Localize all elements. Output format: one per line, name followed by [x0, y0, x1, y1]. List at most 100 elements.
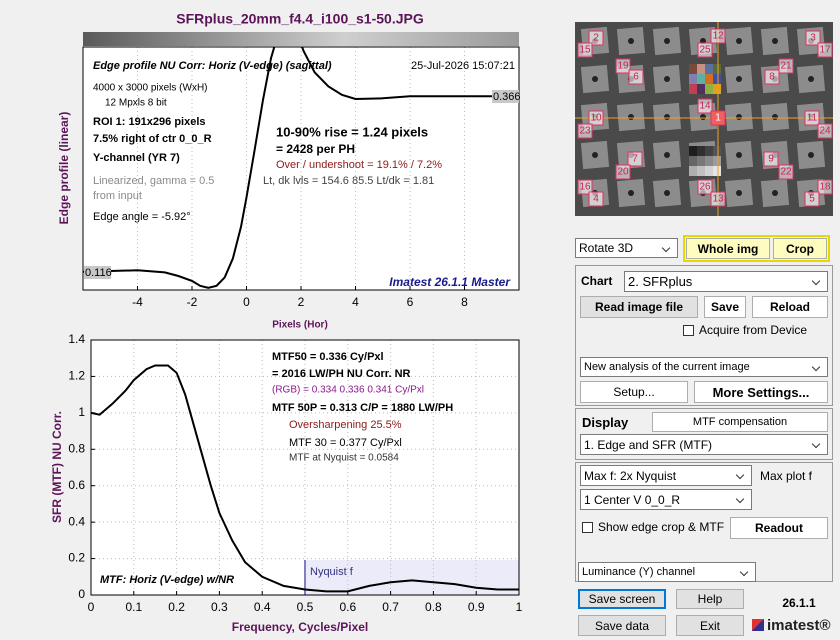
save-data-button[interactable]: Save data [578, 615, 666, 636]
mtf-comp-button[interactable]: MTF compensation [652, 412, 828, 432]
rotate-select[interactable]: Rotate 3D [575, 238, 678, 258]
checkbox[interactable] [582, 521, 593, 533]
roi-marker [627, 151, 643, 167]
chart-panel [575, 265, 833, 406]
plot-frame [90, 339, 520, 596]
tile-dot [772, 190, 778, 196]
checkbox-label: Acquire from Device [699, 323, 808, 337]
roi-label: 1 [715, 113, 721, 124]
annotation: MTF50 = 0.336 Cy/Pxl [272, 351, 384, 363]
tile-dot [772, 114, 778, 120]
roi-marker [588, 110, 604, 126]
tile-dot [664, 190, 670, 196]
roi-marker [577, 179, 593, 195]
y-tick-label: 1 [78, 405, 85, 419]
gradient-bar [83, 32, 519, 46]
tile-dot [664, 76, 670, 82]
roi-label: 8 [769, 72, 775, 83]
tile-dot [736, 76, 742, 82]
x-tick-label: 0.1 [125, 600, 142, 614]
roi-label: 14 [699, 101, 711, 112]
x-tick-label: 0.5 [297, 600, 314, 614]
setup-button[interactable]: Setup... [580, 381, 688, 403]
exit-button[interactable]: Exit [676, 615, 744, 636]
x-tick-label: -4 [132, 295, 143, 309]
channel-select[interactable]: Luminance (Y) channel [578, 562, 756, 582]
tile-dot [736, 114, 742, 120]
display-panel [575, 408, 833, 460]
version: 26.1.1 [782, 596, 816, 610]
more-settings-button[interactable]: More Settings... [694, 381, 828, 403]
nyquist-label: Nyquist f [310, 566, 354, 578]
tile-dot [808, 76, 814, 82]
curve [83, 47, 519, 289]
tile-dot [700, 114, 706, 120]
gray-patch [713, 156, 721, 166]
show-edge-checkbox[interactable]: Show edge crop & MTF [582, 519, 724, 535]
roi-label: 5 [809, 194, 815, 205]
region-select[interactable]: 1 Center V 0_0_R [580, 489, 752, 510]
whole-img-button[interactable]: Whole img [686, 238, 770, 259]
annotation: = 2016 LW/PH NU Corr. NR [272, 368, 411, 380]
checkbox[interactable] [683, 324, 694, 336]
x-tick-label: 0.7 [382, 600, 399, 614]
save-button[interactable]: Save [704, 296, 746, 318]
y-tick-label: 1.2 [68, 369, 85, 383]
readout-button[interactable]: Readout [730, 517, 828, 539]
annotation: Edge angle = -5.92° [93, 211, 191, 223]
roi-label: 10 [590, 113, 602, 124]
y-axis-label: SFR (MTF) NU Corr. [50, 411, 64, 523]
color-patch [705, 64, 713, 74]
help-button[interactable]: Help [676, 589, 744, 609]
annotation: Linearized, gamma = 0.5 [93, 175, 214, 187]
x-tick-label: -2 [187, 295, 198, 309]
x-tick-label: 4 [352, 295, 359, 309]
y-tick-label: 0.6 [68, 478, 85, 492]
crop-button[interactable]: Crop [773, 238, 827, 259]
gray-patch [705, 166, 713, 176]
roi-marker [588, 30, 604, 46]
roi-marker [697, 42, 713, 58]
tile-dot [592, 152, 598, 158]
color-patch [689, 84, 697, 94]
y-tick-label: 0 [78, 587, 85, 601]
annotation: 12 Mpxls 8 bit [105, 98, 167, 109]
annotation: Y-channel (YR 7) [93, 152, 180, 164]
annotation: MTF at Nyquist = 0.0584 [289, 453, 399, 464]
save-screen-button[interactable]: Save screen [578, 589, 666, 609]
roi-marker [615, 164, 631, 180]
roi-label: 26 [699, 182, 711, 193]
gray-patch [689, 146, 697, 156]
annotation: 4000 x 3000 pixels (WxH) [93, 83, 208, 94]
roi-marker [805, 30, 821, 46]
reload-button[interactable]: Reload [752, 296, 828, 318]
annotation: = 2428 per PH [276, 142, 355, 156]
gray-patch [689, 156, 697, 166]
tile-dot [808, 152, 814, 158]
roi-label: 23 [579, 126, 591, 137]
chart-label: Chart [581, 274, 613, 288]
acquire-checkbox[interactable]: Acquire from Device [683, 322, 807, 338]
x-tick-label: 0.3 [211, 600, 228, 614]
max-plot-label: Max plot f [760, 469, 813, 483]
x-axis-label: Frequency, Cycles/Pixel [232, 620, 369, 634]
display-select[interactable]: 1. Edge and SFR (MTF) [580, 434, 828, 455]
x-tick-label: 0.6 [339, 600, 356, 614]
tile-dot [736, 38, 742, 44]
color-patch [705, 84, 713, 94]
roi-label: 22 [780, 167, 792, 178]
annotation: from input [93, 190, 142, 202]
tile-dot [736, 190, 742, 196]
annotation: 7.5% right of ctr 0_0_R [93, 133, 212, 145]
tile-dot [736, 152, 742, 158]
roi-label: 17 [819, 45, 831, 56]
gray-patch [697, 146, 705, 156]
maxf-select[interactable]: Max f: 2x Nyquist [580, 465, 752, 486]
chart-select[interactable]: 2. SFRplus [624, 271, 828, 292]
analysis-select[interactable]: New analysis of the current image [580, 357, 828, 377]
color-patch [697, 74, 705, 84]
checkbox-label: Show edge crop & MTF [598, 520, 725, 534]
annotation: (RGB) = 0.334 0.336 0.341 Cy/Pxl [272, 385, 424, 396]
read-image-button[interactable]: Read image file [580, 296, 698, 318]
